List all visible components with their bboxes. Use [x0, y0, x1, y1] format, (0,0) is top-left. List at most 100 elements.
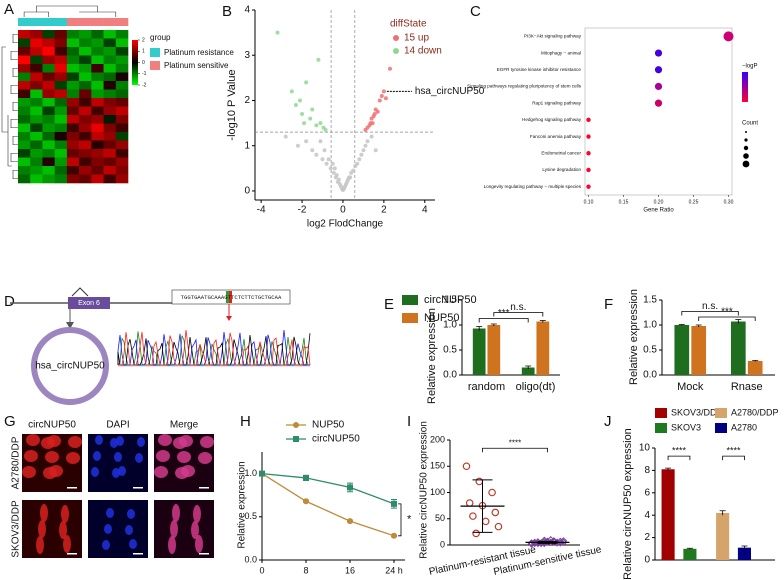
heatmap-cell	[66, 81, 80, 90]
arrow-head	[66, 322, 74, 329]
x-tick-label: 24 h	[385, 565, 403, 575]
heatmap-cell	[66, 89, 80, 99]
cell	[193, 505, 201, 523]
x-tick-label: Rnase	[731, 381, 763, 393]
y-tick-label: 4	[244, 5, 250, 16]
point	[494, 522, 503, 531]
heatmap-cell	[54, 64, 68, 73]
point	[322, 148, 327, 153]
heatmap-cell	[79, 149, 92, 158]
heatmap-cell	[79, 81, 92, 90]
point	[328, 166, 333, 171]
point	[372, 112, 377, 117]
annotation: n.s.	[510, 302, 526, 313]
heatmap-cell	[42, 55, 55, 65]
heatmap-cell	[66, 174, 80, 184]
annotation: hsa_circNUP50	[415, 86, 485, 97]
heatmap-cell	[30, 64, 43, 73]
heatmap-cell	[79, 157, 92, 167]
heatmap-cell	[30, 38, 43, 48]
x-tick-label: 0	[259, 565, 264, 575]
bar	[472, 328, 486, 375]
cell	[191, 521, 199, 539]
heatmap-cell	[42, 123, 55, 133]
significance-bracket	[667, 455, 691, 461]
heatmap-cell	[42, 81, 55, 90]
x-tick-label: 0	[340, 205, 346, 216]
y-tick-label: 1.0	[244, 468, 257, 478]
point	[318, 121, 323, 126]
point	[357, 157, 362, 162]
y-tick-label: EGFR tyrosine kinase inhibitor resistanc…	[497, 67, 582, 72]
junction-green	[226, 291, 229, 303]
error-bar	[719, 510, 726, 516]
panel-label: E	[384, 296, 394, 313]
dot	[654, 66, 663, 74]
error-bar	[525, 365, 532, 369]
y-tick-label: 1.0	[443, 320, 457, 331]
legend-title: group	[150, 33, 171, 42]
heatmap-cell	[103, 64, 117, 73]
heatmap-cell	[91, 123, 104, 133]
heatmap-cell	[115, 149, 129, 158]
legend-swatch	[655, 408, 667, 418]
y-axis-label: Relative expression	[426, 308, 438, 404]
cell	[154, 466, 168, 478]
chromatogram-trace	[117, 329, 310, 366]
bar	[521, 367, 535, 375]
cell	[118, 466, 126, 476]
legend-swatch	[402, 295, 418, 305]
point	[373, 148, 378, 153]
cell	[102, 540, 110, 550]
micrograph	[88, 500, 148, 558]
legend-swatch	[150, 48, 160, 57]
heatmap-cell	[30, 30, 43, 39]
y-axis-label: Relative circNUP50 expression	[419, 421, 430, 559]
image-column-label: circNUP50	[28, 420, 76, 431]
scale-bar	[199, 487, 209, 489]
heatmap-cell	[54, 81, 68, 90]
heatmap-cell	[42, 38, 55, 48]
group-cell	[66, 18, 80, 26]
cell	[41, 437, 55, 449]
bar	[674, 325, 690, 375]
color-scale	[742, 72, 748, 102]
cell	[68, 436, 82, 448]
cell	[24, 450, 38, 462]
heatmap-cell	[18, 157, 31, 167]
x-tick-label: 0.20	[654, 199, 664, 205]
y-tick-label: 0.0	[643, 370, 657, 381]
heatmap-cell	[91, 98, 104, 107]
heatmap-cell	[42, 47, 55, 56]
point	[388, 66, 392, 71]
cell	[158, 434, 172, 446]
heatmap-cell	[79, 166, 92, 175]
color-tick-label: -2	[142, 82, 147, 88]
heatmap-cell	[42, 149, 55, 158]
heatmap-cell	[103, 98, 117, 107]
line	[261, 472, 395, 505]
point	[304, 80, 309, 85]
y-tick-label: Fanconi anemia pathway	[530, 134, 582, 139]
point	[332, 166, 337, 171]
y-axis-label: Relative circNUP50 expression	[622, 428, 634, 580]
y-tick-label: 0.5	[244, 511, 257, 521]
heatmap-cell	[103, 89, 117, 99]
y-tick-label: Endometrial cancer	[541, 150, 581, 155]
bar	[747, 361, 763, 375]
legend-marker	[393, 35, 399, 41]
point	[351, 168, 356, 173]
y-tick-label: 0.0	[244, 554, 257, 564]
heatmap-cell	[18, 55, 31, 65]
point	[491, 508, 500, 517]
bar	[730, 321, 746, 375]
marker	[259, 470, 265, 477]
heatmap-cell	[42, 64, 55, 73]
heatmap-cell	[66, 30, 80, 39]
scale-bar	[67, 553, 77, 555]
dendrogram-branch	[12, 101, 18, 112]
heatmap-cell	[66, 98, 80, 107]
x-tick-label: 0.25	[689, 199, 699, 205]
legend-marker	[743, 145, 749, 151]
point	[334, 173, 339, 178]
